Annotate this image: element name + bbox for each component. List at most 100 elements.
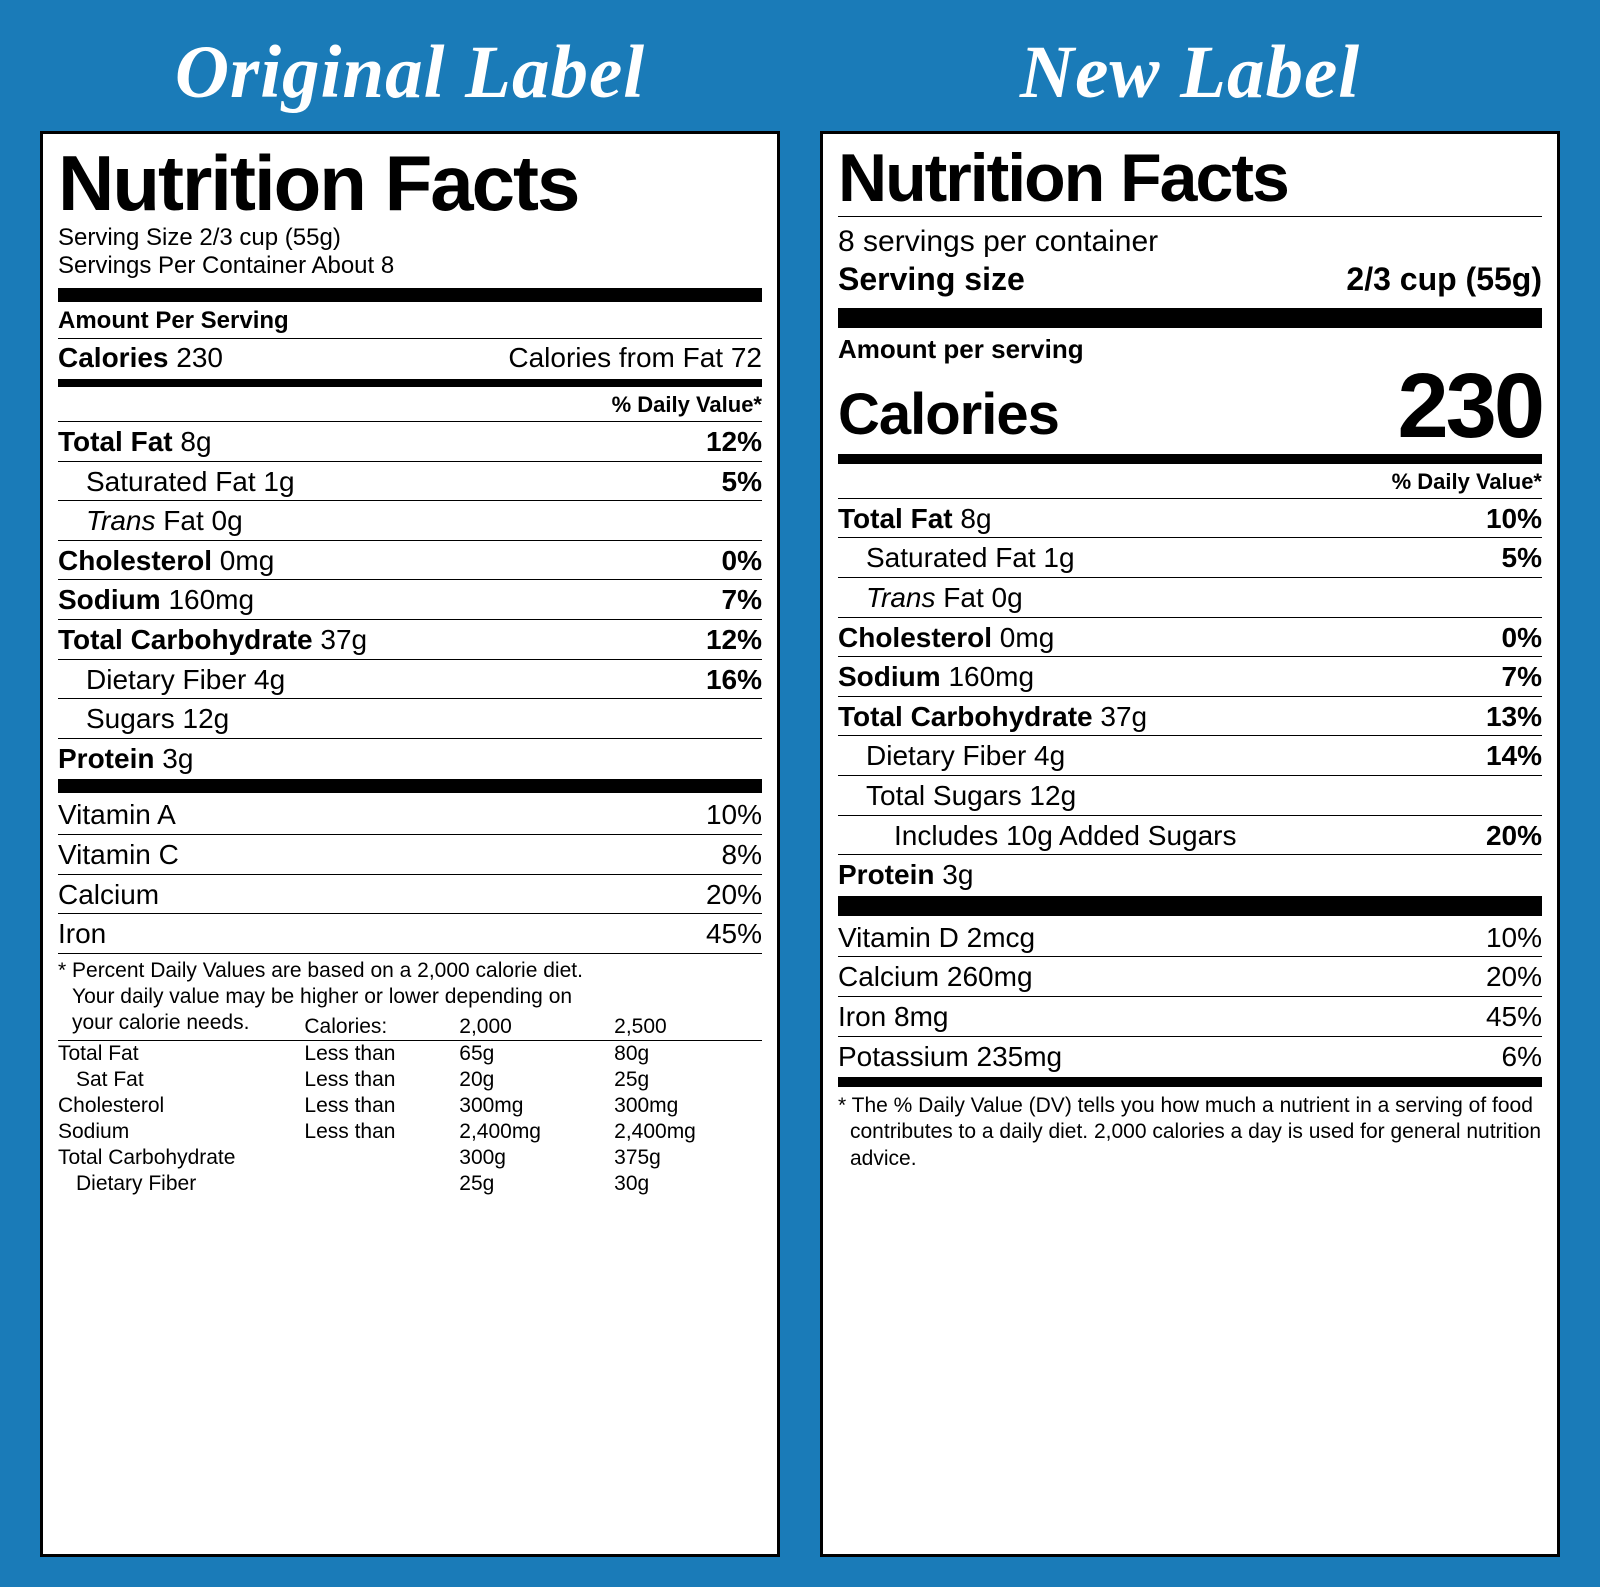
vitamin-dv: 20% bbox=[1486, 960, 1542, 994]
col-2500: 2,500 bbox=[614, 1014, 762, 1041]
table-cell: 375g bbox=[614, 1145, 762, 1171]
new-label-box: Nutrition Facts 8 servings per container… bbox=[820, 131, 1560, 1557]
vitamin-row: Iron 45% bbox=[58, 913, 762, 953]
footnote-line: your calorie needs. bbox=[58, 1010, 249, 1036]
nutrient-row: Total Sugars 12g bbox=[838, 775, 1542, 815]
nutrient-dv: 5% bbox=[1502, 541, 1542, 575]
calories-value: 230 bbox=[176, 342, 223, 373]
nutrient-row: Total Fat 8g12% bbox=[58, 421, 762, 461]
nutrient-row: Dietary Fiber 4g16% bbox=[58, 659, 762, 699]
dv-header: % Daily Value* bbox=[58, 389, 762, 421]
divider bbox=[838, 896, 1542, 916]
original-label-box: Nutrition Facts Serving Size 2/3 cup (55… bbox=[40, 131, 780, 1557]
table-cell bbox=[304, 1145, 459, 1171]
table-cell: Less than bbox=[304, 1093, 459, 1119]
table-cell: Less than bbox=[304, 1119, 459, 1145]
table-cell: 25g bbox=[614, 1067, 762, 1093]
footnote-line: Your daily value may be higher or lower … bbox=[58, 984, 762, 1010]
calories-label: Calories bbox=[838, 381, 1059, 448]
table-cell: 30g bbox=[614, 1171, 762, 1197]
nutrient-name: Sugars 12g bbox=[58, 702, 229, 736]
original-panel-title: Original Label bbox=[40, 30, 780, 116]
nutrition-facts-title: Nutrition Facts bbox=[838, 144, 1542, 212]
table-cell: Cholesterol bbox=[58, 1093, 304, 1119]
nutrient-name: Protein 3g bbox=[838, 858, 973, 892]
nutrient-row: Cholesterol 0mg 0% bbox=[838, 617, 1542, 657]
footnote: * The % Daily Value (DV) tells you how m… bbox=[838, 1089, 1542, 1172]
vitamin-row: Iron 8mg45% bbox=[838, 996, 1542, 1036]
calories-value: 230 bbox=[1398, 365, 1543, 448]
vitamin-row: Vitamin C 8% bbox=[58, 834, 762, 874]
nutrient-row: Trans Fat 0g bbox=[58, 500, 762, 540]
table-cell: Less than bbox=[304, 1067, 459, 1093]
vitamin-name: Iron bbox=[58, 917, 106, 951]
new-label-panel: New Label Nutrition Facts 8 servings per… bbox=[820, 30, 1560, 1557]
amount-per-serving-header: Amount Per Serving bbox=[58, 304, 762, 338]
nutrient-list: Total Fat 8g12% Saturated Fat 1g 5% Trans F… bbox=[58, 421, 762, 777]
nutrient-row: Protein 3g bbox=[838, 854, 1542, 894]
vitamin-dv: 10% bbox=[706, 798, 762, 832]
nutrient-name: Trans Fat 0g bbox=[58, 504, 243, 538]
vitamin-row: Vitamin D 2mcg10% bbox=[838, 918, 1542, 957]
table-row: Dietary Fiber25g30g bbox=[58, 1171, 762, 1197]
nutrient-name: Sodium 160mg bbox=[838, 660, 1034, 694]
table-cell: 25g bbox=[459, 1171, 614, 1197]
nutrient-row: Cholesterol 0mg0% bbox=[58, 540, 762, 580]
nutrient-row: Total Carbohydrate 37g13% bbox=[838, 696, 1542, 736]
calories-row: Calories 230 Calories from Fat 72 bbox=[58, 338, 762, 377]
table-cell: 2,400mg bbox=[614, 1119, 762, 1145]
vitamin-dv: 6% bbox=[1502, 1040, 1542, 1074]
nutrient-row: Total Fat 8g10% bbox=[838, 498, 1542, 538]
serving-block: 8 servings per container Serving size 2/… bbox=[838, 223, 1542, 298]
footnote-text: * The % Daily Value (DV) tells you how m… bbox=[838, 1093, 1542, 1172]
table-cell: 20g bbox=[459, 1067, 614, 1093]
nutrient-name: Saturated Fat 1g bbox=[838, 541, 1075, 575]
nutrient-dv: 5% bbox=[722, 465, 762, 499]
nutrient-dv: 7% bbox=[1502, 660, 1542, 694]
table-cell: Total Carbohydrate bbox=[58, 1145, 304, 1171]
vitamin-dv: 20% bbox=[706, 878, 762, 912]
vitamin-row: Vitamin A 10% bbox=[58, 795, 762, 834]
nutrient-name: Total Fat 8g bbox=[838, 502, 992, 536]
vitamin-dv: 45% bbox=[706, 917, 762, 951]
nutrient-row: Sodium 160mg 7% bbox=[838, 656, 1542, 696]
vitamin-list: Vitamin A 10% Vitamin C 8% Calcium 20% Iron 45% bbox=[58, 795, 762, 952]
vitamin-name: Vitamin A bbox=[58, 798, 176, 832]
table-row: Total FatLess than65g80g bbox=[58, 1041, 762, 1068]
table-cell: Sat Fat bbox=[58, 1067, 304, 1093]
vitamin-name: Calcium 260mg bbox=[838, 960, 1033, 994]
table-cell: Total Fat bbox=[58, 1041, 304, 1068]
calories-label: Calories bbox=[58, 342, 169, 373]
vitamin-name: Vitamin C bbox=[58, 838, 179, 872]
nutrient-row: Saturated Fat 1g 5% bbox=[58, 461, 762, 501]
col-calories: Calories: bbox=[304, 1014, 459, 1041]
nutrient-row: Trans Fat 0g bbox=[838, 577, 1542, 617]
divider bbox=[58, 288, 762, 302]
reference-table: Calories: 2,000 2,500 Total FatLess than… bbox=[58, 1014, 762, 1197]
table-cell: Less than bbox=[304, 1041, 459, 1068]
nutrient-dv: 13% bbox=[1486, 700, 1542, 734]
vitamin-dv: 8% bbox=[722, 838, 762, 872]
nutrient-name: Saturated Fat 1g bbox=[58, 465, 295, 499]
nutrient-row: Protein 3g bbox=[58, 738, 762, 778]
vitamin-name: Calcium bbox=[58, 878, 159, 912]
divider bbox=[838, 216, 1542, 217]
serving-size-value: 2/3 cup (55g) bbox=[1346, 261, 1542, 298]
table-row: Total Carbohydrate300g375g bbox=[58, 1145, 762, 1171]
nutrition-facts-title: Nutrition Facts bbox=[58, 144, 762, 222]
nutrient-name: Total Carbohydrate 37g bbox=[58, 623, 367, 657]
table-cell: 300mg bbox=[459, 1093, 614, 1119]
nutrient-name: Total Sugars 12g bbox=[838, 779, 1076, 813]
vitamin-row: Calcium 260mg 20% bbox=[838, 956, 1542, 996]
nutrient-dv: 12% bbox=[706, 623, 762, 657]
table-row: SodiumLess than2,400mg2,400mg bbox=[58, 1119, 762, 1145]
col-2000: 2,000 bbox=[459, 1014, 614, 1041]
nutrient-dv: 0% bbox=[1502, 621, 1542, 655]
table-cell: 300mg bbox=[614, 1093, 762, 1119]
new-panel-title: New Label bbox=[820, 30, 1560, 116]
divider bbox=[838, 308, 1542, 328]
nutrient-row: Sodium 160mg7% bbox=[58, 579, 762, 619]
nutrient-name: Cholesterol 0mg bbox=[838, 621, 1054, 655]
vitamin-dv: 10% bbox=[1486, 921, 1542, 955]
divider bbox=[58, 379, 762, 387]
